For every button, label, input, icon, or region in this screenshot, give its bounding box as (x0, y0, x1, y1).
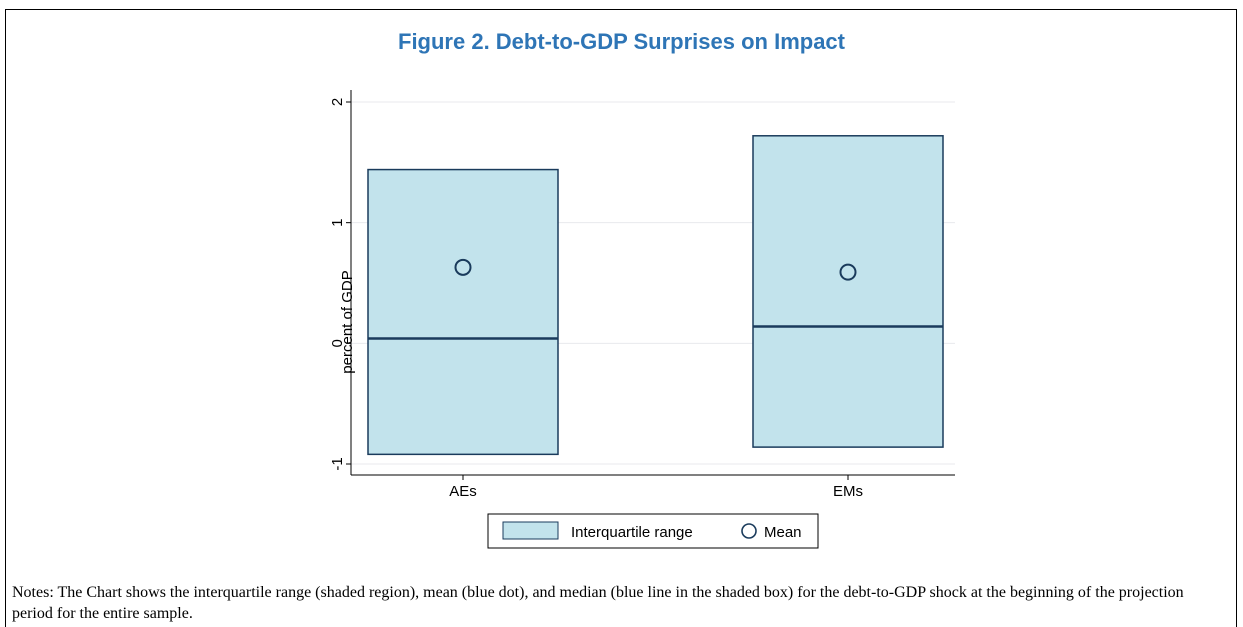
legend-label-iqr: Interquartile range (571, 524, 693, 541)
mean-marker (454, 258, 472, 276)
x-tick-label: AEs (449, 483, 477, 500)
y-tick-label: -1 (329, 457, 346, 470)
legend-label-mean: Mean (764, 524, 802, 541)
legend-swatch-iqr (502, 521, 559, 540)
figure-notes: Notes: The Chart shows the interquartile… (12, 584, 1184, 622)
legend-frame (487, 513, 819, 549)
iqr-box (752, 135, 944, 448)
boxes (367, 135, 944, 456)
axes: -1 0 1 2 AEs EMs (329, 90, 955, 500)
chart: -1 0 1 2 AEs EMs percent of GDP Interquartile… (288, 72, 978, 572)
y-axis-label: percent of GDP (339, 270, 356, 373)
figure-frame (5, 9, 1237, 627)
legend-marker-mean (741, 523, 757, 539)
y-tick-label: 1 (329, 218, 346, 226)
iqr-box (367, 168, 559, 456)
y-tick-label: 2 (329, 98, 346, 106)
figure-title: Figure 2. Debt-to-GDP Surprises on Impac… (398, 29, 845, 54)
legend: Interquartile range Mean (487, 513, 819, 549)
mean-marker (839, 263, 857, 281)
y-tick-label: 0 (329, 339, 346, 347)
x-tick-label: EMs (833, 483, 863, 500)
